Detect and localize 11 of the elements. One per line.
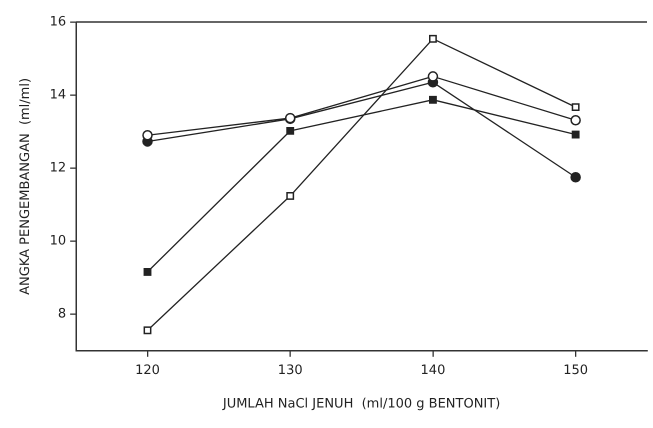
y-tick-label: 14 (50, 87, 66, 102)
y-axis-title: ANGKA PENGEMBANGAN (ml/ml) (18, 78, 34, 295)
x-tick-label: 140 (420, 362, 446, 378)
x-axis-title: JUMLAH NaCl JENUH (ml/100 g BENTONIT) (222, 396, 500, 412)
y-tick-label: 12 (50, 160, 66, 176)
x-tick-label: 150 (563, 362, 588, 378)
y-tick-label: 8 (58, 306, 66, 322)
x-tick-label: 120 (135, 362, 160, 378)
y-tick-label: 10 (50, 234, 66, 249)
x-tick-label: 130 (278, 362, 303, 378)
y-tick-label: 16 (50, 14, 66, 30)
